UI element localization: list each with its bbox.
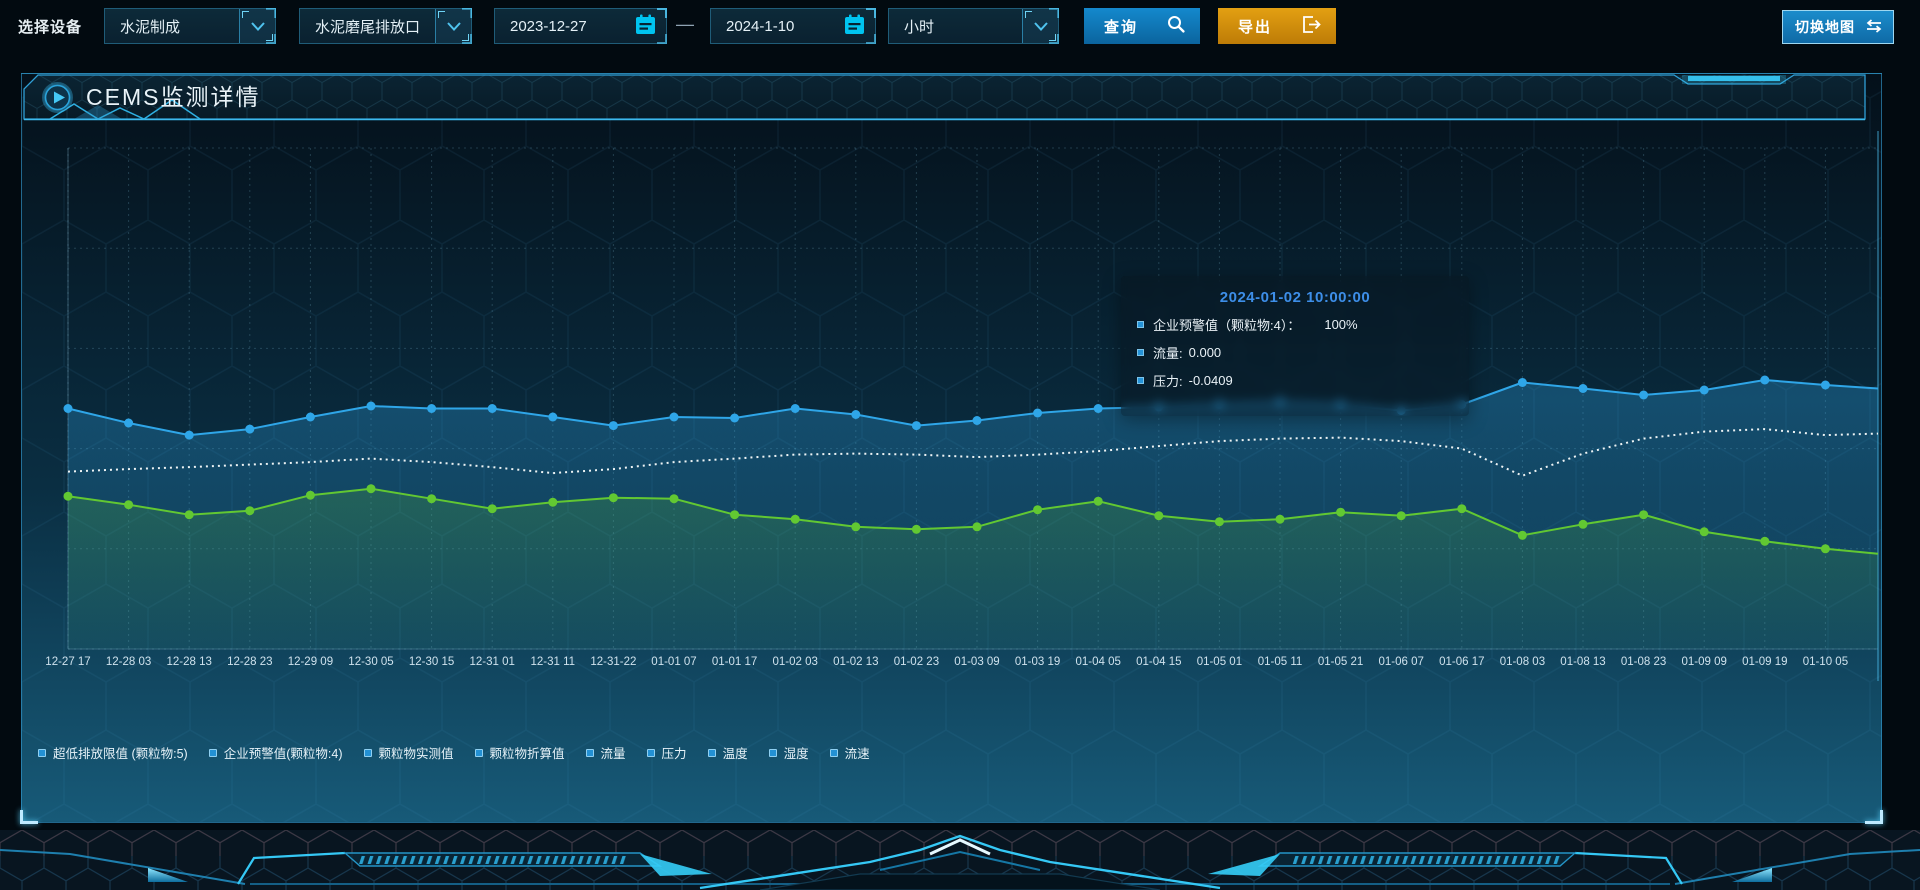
end-date-input[interactable]: 2024-1-10 — [710, 8, 876, 44]
panel-header: CEMS监测详情 — [22, 74, 1881, 121]
x-axis-label: 01-01 07 — [651, 656, 696, 668]
legend-marker-icon — [768, 748, 777, 757]
x-axis-label: 01-06 07 — [1378, 656, 1423, 668]
x-axis-label: 12-28 03 — [106, 656, 151, 668]
legend-item[interactable]: 企业预警值(颗粒物:4) — [208, 743, 343, 762]
x-axis-label: 01-02 23 — [894, 656, 939, 668]
device-select-label: 选择设备 — [18, 19, 83, 36]
query-button-label: 查询 — [1104, 18, 1139, 36]
chevron-down-icon[interactable] — [239, 9, 275, 43]
export-icon — [1302, 15, 1321, 37]
x-axis-label: 12-29 09 — [288, 656, 333, 668]
interval-select[interactable]: 小时 — [888, 8, 1059, 44]
outlet-value: 水泥磨尾排放口 — [315, 18, 421, 36]
legend-marker-icon — [363, 748, 372, 757]
x-axis-label: 01-09 19 — [1742, 656, 1787, 668]
x-axis-label: 12-31 11 — [531, 656, 576, 668]
x-axis-label: 01-02 13 — [833, 656, 878, 668]
search-icon — [1167, 15, 1185, 37]
panel-header-frame — [23, 74, 1866, 121]
green_line-area — [68, 488, 1878, 649]
x-axis-label: 12-30 05 — [348, 656, 393, 668]
legend-item[interactable]: 超低排放限值 (颗粒物:5) — [38, 743, 188, 762]
x-axis-label: 12-28 13 — [166, 656, 211, 668]
x-axis-label: 01-08 03 — [1500, 656, 1545, 668]
x-axis-label: 01-06 17 — [1439, 656, 1484, 668]
x-axis-label: 01-04 05 — [1075, 656, 1120, 668]
legend-marker-icon — [707, 748, 716, 757]
legend-item[interactable]: 温度 — [707, 743, 748, 762]
x-axis-label: 12-28 23 — [227, 656, 272, 668]
chevron-down-icon[interactable] — [435, 9, 471, 43]
legend-label: 超低排放限值 (颗粒物:5) — [53, 747, 188, 761]
x-axis-label: 01-08 13 — [1560, 656, 1605, 668]
swap-arrows-icon — [1865, 18, 1883, 36]
x-axis-label: 01-03 19 — [1015, 656, 1060, 668]
x-axis-label: 01-05 11 — [1258, 656, 1303, 668]
legend-item[interactable]: 流量 — [585, 743, 626, 762]
export-button[interactable]: 导出 — [1218, 8, 1336, 44]
device-type-select[interactable]: 水泥制成 — [104, 8, 276, 44]
x-axis-labels: 12-27 17 12-28 03 12-28 13 12-28 23 12-29 09… — [45, 656, 1848, 668]
cems-detail-panel: CEMS监测详情 12-27 17 12-28 03 12-28 13 12-28 2… — [20, 73, 1883, 824]
legend-marker-icon — [829, 748, 838, 757]
legend-label: 企业预警值(颗粒物:4) — [223, 747, 343, 761]
legend-item[interactable]: 颗粒物折算值 — [474, 743, 565, 762]
interval-value: 小时 — [904, 18, 935, 36]
legend-marker-icon — [38, 748, 46, 757]
x-axis-label: 12-30 15 — [409, 656, 454, 668]
legend-marker-icon — [646, 748, 655, 757]
x-axis-label: 01-02 03 — [772, 656, 817, 668]
legend-item[interactable]: 流速 — [829, 743, 870, 762]
legend-label: 流量 — [600, 747, 626, 761]
panel-corner-accent — [20, 810, 38, 824]
x-axis-label: 01-10 05 — [1803, 656, 1848, 668]
start-date-value: 2023-12-27 — [510, 17, 587, 35]
outlet-select[interactable]: 水泥磨尾排放口 — [299, 8, 472, 44]
date-range-separator: — — [676, 14, 694, 34]
x-axis-label: 01-05 01 — [1197, 656, 1242, 668]
x-axis-label: 12-31 01 — [469, 656, 514, 668]
x-axis-label: 01-04 15 — [1136, 656, 1181, 668]
device-type-value: 水泥制成 — [120, 18, 181, 36]
legend-item[interactable]: 颗粒物实测值 — [363, 743, 454, 762]
query-button[interactable]: 查询 — [1084, 8, 1200, 44]
play-icon — [42, 82, 73, 118]
legend-item[interactable]: 湿度 — [768, 743, 809, 762]
end-date-value: 2024-1-10 — [726, 17, 795, 35]
legend-label: 颗粒物实测值 — [378, 747, 454, 761]
switch-map-button[interactable]: 切换地图 — [1782, 10, 1894, 44]
x-axis-label: 01-01 17 — [712, 656, 757, 668]
legend-label: 压力 — [661, 747, 687, 761]
x-axis-label: 01-09 09 — [1681, 656, 1726, 668]
legend-marker-icon — [585, 748, 594, 757]
legend-item[interactable]: 压力 — [646, 743, 687, 762]
bottom-tech-border — [0, 830, 1920, 890]
legend-marker-icon — [474, 748, 483, 757]
legend-label: 温度 — [722, 747, 748, 761]
switch-map-label: 切换地图 — [1795, 19, 1855, 35]
toolbar: 选择设备 水泥制成 水泥磨尾排放口 2023-12-27 — 2024-1-10 — [0, 0, 1920, 56]
chevron-down-icon[interactable] — [1022, 9, 1058, 43]
legend-label: 流速 — [844, 747, 870, 761]
x-axis-label: 01-08 23 — [1621, 656, 1666, 668]
calendar-icon[interactable] — [634, 13, 657, 40]
legend-label: 颗粒物折算值 — [489, 747, 565, 761]
chart-legend: 超低排放限值 (颗粒物:5) 企业预警值(颗粒物:4) 颗粒物实测值 颗粒物折算值 流量… — [38, 743, 870, 762]
legend-label: 湿度 — [783, 747, 809, 761]
line-chart[interactable]: 12-27 17 12-28 03 12-28 13 12-28 23 12-29 09… — [22, 121, 1881, 721]
export-button-label: 导出 — [1238, 18, 1273, 36]
cems-chart[interactable]: 12-27 17 12-28 03 12-28 13 12-28 23 12-29 09… — [22, 121, 1881, 761]
panel-title: CEMS监测详情 — [86, 84, 261, 110]
x-axis-label: 12-27 17 — [45, 656, 90, 668]
legend-marker-icon — [208, 748, 217, 757]
start-date-input[interactable]: 2023-12-27 — [494, 8, 667, 44]
calendar-icon[interactable] — [843, 13, 866, 40]
x-axis-label: 01-03 09 — [954, 656, 999, 668]
x-axis-label: 01-05 21 — [1318, 656, 1363, 668]
panel-corner-accent — [1865, 810, 1883, 824]
x-axis-label: 12-31-22 — [590, 656, 636, 668]
green_line-markers — [63, 484, 1830, 554]
